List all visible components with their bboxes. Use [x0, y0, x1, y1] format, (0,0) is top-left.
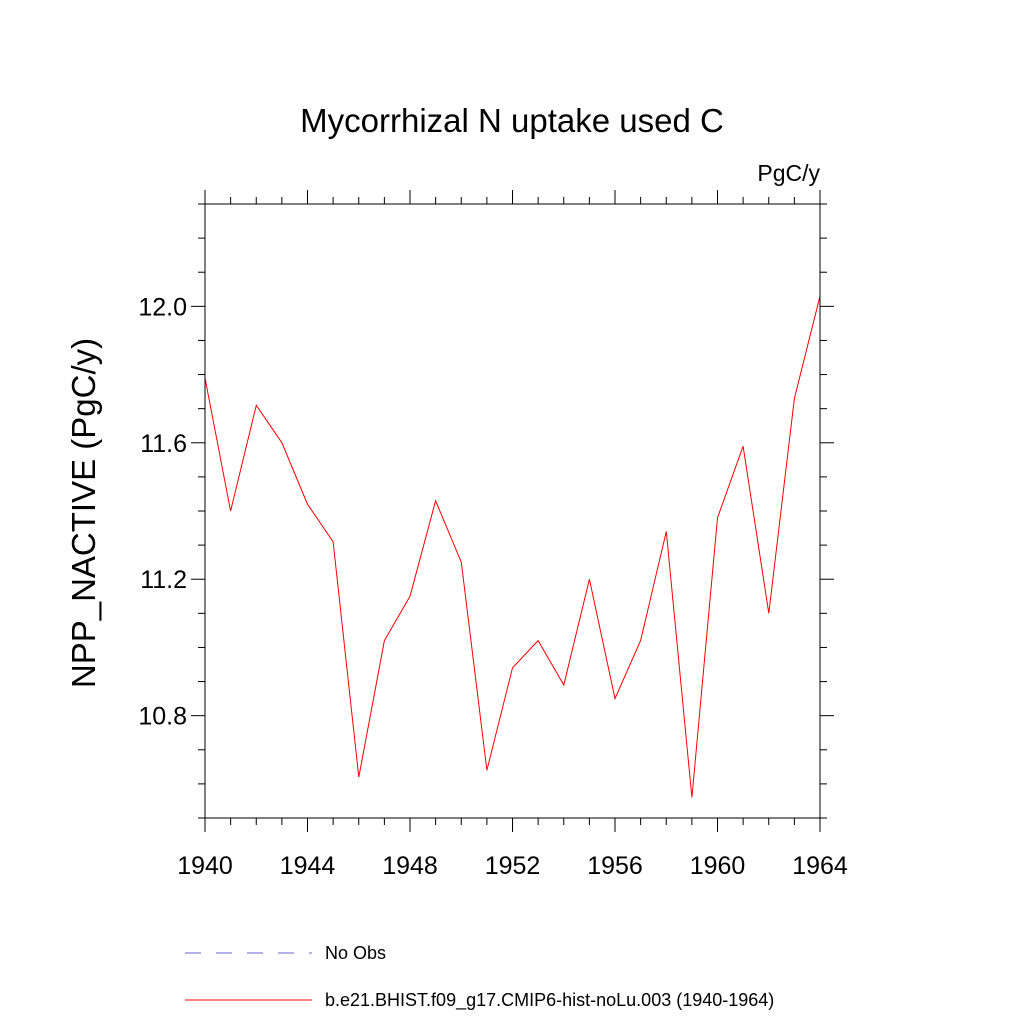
series-line [204, 295, 821, 798]
axis-tick-labels: 1940 1944 1948 1952 1956 1960 1964 10.8 11.2 11.6… [138, 293, 848, 880]
legend-label: No Obs [325, 943, 386, 963]
x-tick-label: 1940 [177, 852, 233, 880]
x-tick-label: 1964 [792, 852, 848, 880]
legend-label: b.e21.BHIST.f09_g17.CMIP6-hist-noLu.003 … [325, 990, 774, 1011]
x-tick-label: 1956 [587, 852, 643, 880]
series-group [204, 295, 821, 798]
x-tick-label: 1960 [690, 852, 746, 880]
x-tick-label: 1948 [382, 852, 438, 880]
y-tick-label: 12.0 [138, 293, 187, 321]
y-tick-label: 11.2 [140, 566, 187, 594]
y-tick-label: 10.8 [138, 703, 187, 731]
plot-frame [204, 203, 821, 819]
y-tick-label: 11.6 [140, 430, 187, 458]
x-tick-label: 1944 [280, 852, 336, 880]
units-label: PgC/y [757, 160, 820, 186]
chart-title: Mycorrhizal N uptake used C [300, 102, 724, 139]
x-tick-label: 1952 [485, 852, 541, 880]
axis-ticks [191, 190, 834, 832]
y-axis-label: NPP_NACTIVE (PgC/y) [65, 338, 102, 688]
legend: No Obs b.e21.BHIST.f09_g17.CMIP6-hist-noL… [185, 943, 774, 1011]
